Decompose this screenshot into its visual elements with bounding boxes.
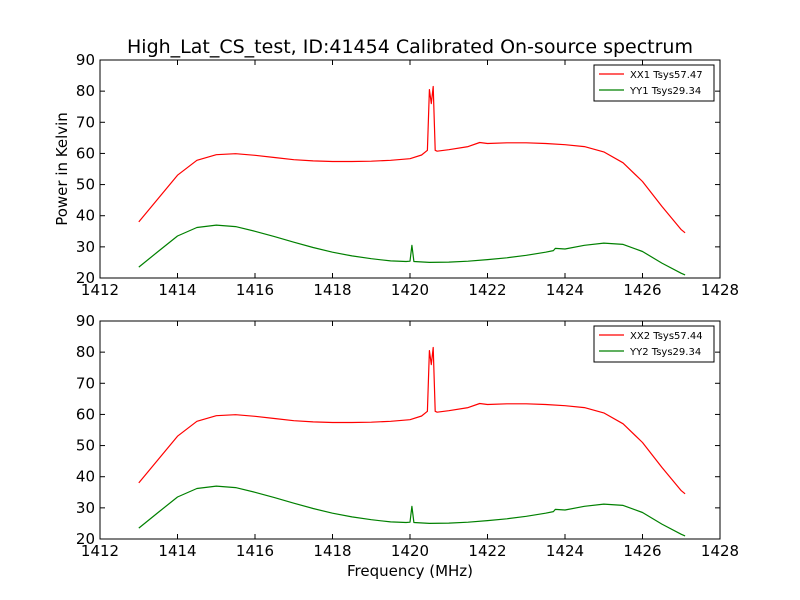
y-tick-label: 50	[76, 437, 95, 455]
y-tick-label: 80	[76, 343, 95, 361]
y-tick-label: 90	[76, 51, 95, 69]
chart-title: High_Lat_CS_test, ID:41454 Calibrated On…	[127, 36, 693, 58]
x-tick-label: 1428	[701, 281, 739, 299]
x-tick-label: 1422	[468, 281, 506, 299]
bottom-spectrum-panel: 1412 1414 1416 1418 1420 1422 1424 1426 1428 20 30…	[76, 312, 739, 560]
legend-label: XX1 Tsys57.47	[630, 70, 703, 81]
y-tick-label: 70	[76, 113, 95, 131]
legend: XX2 Tsys57.44 YY2 Tsys29.34	[593, 325, 715, 363]
top-spectrum-panel: 1412 1414 1416 1418 1420 1422 1424 1426 1428 20 30…	[76, 51, 739, 299]
legend-box	[593, 64, 715, 102]
y-tick-label: 60	[76, 144, 95, 162]
x-tick-label: 1412	[81, 542, 119, 560]
x-tick-label: 1416	[236, 281, 274, 299]
x-tick-label: 1420	[391, 281, 429, 299]
y-tick-label: 60	[76, 405, 95, 423]
legend-box	[593, 325, 715, 363]
x-tick-label: 1428	[701, 542, 739, 560]
y-tick-label: 30	[76, 499, 95, 517]
series-line-1	[138, 346, 686, 495]
x-tick-label: 1424	[546, 542, 584, 560]
x-axis-label: Frequency (MHz)	[347, 562, 473, 580]
y-tick-label: 40	[76, 468, 95, 486]
y-tick-label: 50	[76, 176, 95, 194]
x-tick-label: 1426	[623, 281, 661, 299]
x-tick-label: 1412	[81, 281, 119, 299]
x-tick-label: 1424	[546, 281, 584, 299]
legend-label: YY1 Tsys29.34	[629, 86, 701, 97]
y-axis-label: Power in Kelvin	[53, 112, 71, 226]
y-tick-label: 70	[76, 374, 95, 392]
y-tick-label: 90	[76, 312, 95, 330]
y-tick-label: 30	[76, 238, 95, 256]
x-tick-label: 1416	[236, 542, 274, 560]
legend-label: YY2 Tsys29.34	[629, 347, 701, 358]
legend-label: XX2 Tsys57.44	[630, 331, 703, 342]
x-tick-label: 1418	[313, 281, 351, 299]
x-tick-label: 1426	[623, 542, 661, 560]
x-tick-label: 1422	[468, 542, 506, 560]
y-tick-label: 20	[76, 530, 95, 548]
x-tick-label: 1418	[313, 542, 351, 560]
legend: XX1 Tsys57.47 YY1 Tsys29.34	[593, 64, 715, 102]
x-tick-label: 1414	[158, 542, 196, 560]
y-tick-label: 80	[76, 82, 95, 100]
x-tick-label: 1414	[158, 281, 196, 299]
series-line-1	[138, 85, 686, 234]
series-line-2	[138, 224, 686, 276]
y-tick-label: 20	[76, 269, 95, 287]
series-line-2	[138, 485, 686, 537]
x-tick-label: 1420	[391, 542, 429, 560]
y-tick-label: 40	[76, 207, 95, 225]
